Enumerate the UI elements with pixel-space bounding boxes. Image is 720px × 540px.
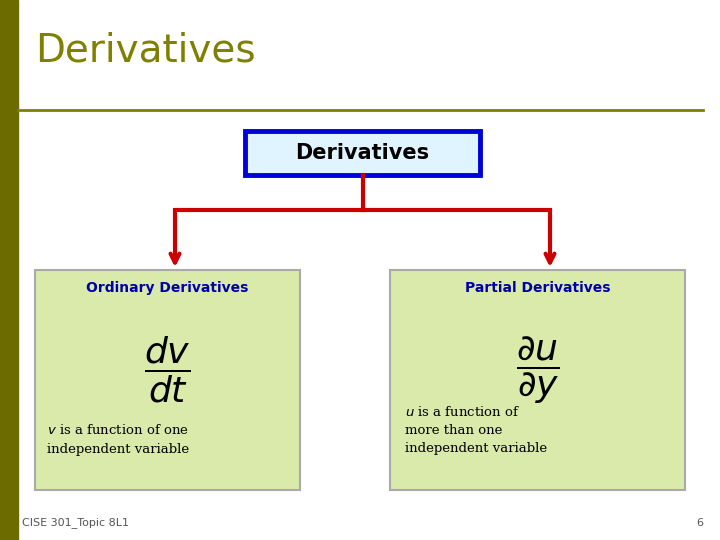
Text: Derivatives: Derivatives (295, 143, 430, 163)
Text: Derivatives: Derivatives (35, 31, 256, 69)
Text: $\dfrac{\partial u}{\partial y}$: $\dfrac{\partial u}{\partial y}$ (516, 334, 559, 406)
Text: $\dfrac{dv}{dt}$: $\dfrac{dv}{dt}$ (144, 335, 191, 405)
Text: $v$ is a function of one
independent variable: $v$ is a function of one independent var… (47, 423, 189, 456)
Text: 6: 6 (696, 518, 703, 528)
Bar (0, 0, 18, 540)
Text: Ordinary Derivatives: Ordinary Derivatives (86, 281, 248, 295)
Text: $u$ is a function of
more than one
independent variable: $u$ is a function of more than one indep… (405, 405, 547, 455)
Text: CISE 301_Topic 8L1: CISE 301_Topic 8L1 (22, 517, 129, 528)
FancyBboxPatch shape (245, 131, 480, 175)
FancyBboxPatch shape (390, 270, 685, 490)
Text: Partial Derivatives: Partial Derivatives (464, 281, 611, 295)
FancyBboxPatch shape (35, 270, 300, 490)
